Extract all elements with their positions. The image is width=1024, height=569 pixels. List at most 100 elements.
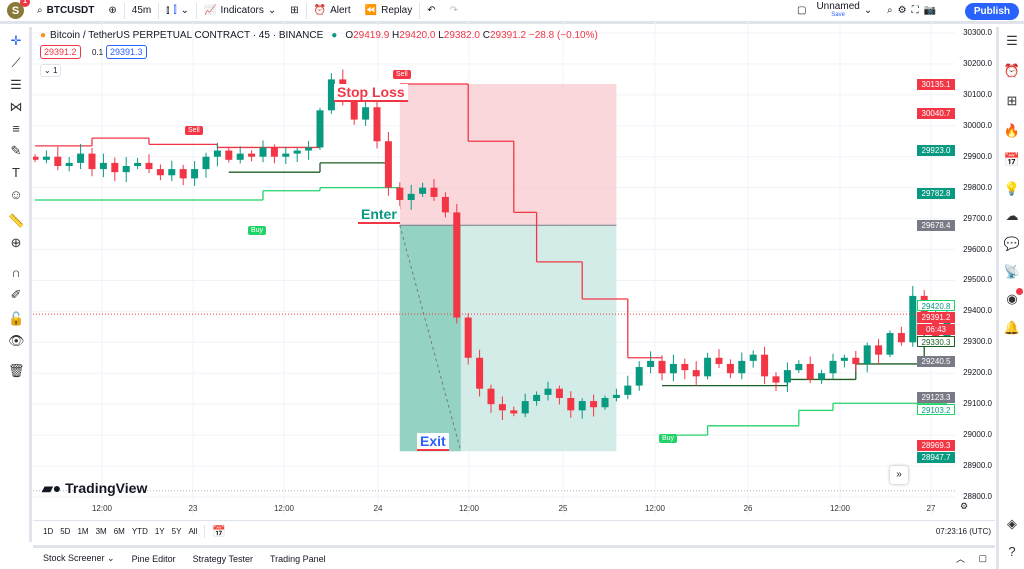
price-tag: 29240.5 <box>917 355 955 367</box>
candle-body <box>202 156 210 170</box>
date-range-bar: 1D 5D 1M 3M 6M YTD 1Y 5Y All 📅 07:23:16 … <box>33 520 995 542</box>
text-icon[interactable]: T <box>12 165 20 180</box>
time-axis[interactable]: 12:00 23 12:00 24 12:00 25 12:00 26 12:00 27 <box>33 498 955 516</box>
candle-body <box>453 212 461 318</box>
price-tick: 29500.0 <box>963 275 992 285</box>
fib-icon[interactable]: ≡ <box>12 121 20 136</box>
candle-body <box>259 147 267 157</box>
publish-button[interactable]: Publish <box>964 3 1019 20</box>
hotlist-fire-icon[interactable]: 🔥 <box>1003 123 1021 138</box>
buy-price-box[interactable]: 29391.3 <box>106 45 147 59</box>
lock-icon[interactable]: 🔓 <box>8 311 25 326</box>
range-5d[interactable]: 5D <box>60 527 71 536</box>
undo-button[interactable]: ↶ <box>420 0 442 23</box>
pattern-icon[interactable]: ⋈ <box>9 99 23 114</box>
templates-button[interactable]: ⊞ <box>283 0 305 23</box>
price-tag: 29923.0 <box>917 144 955 156</box>
candle-body <box>270 147 278 157</box>
calendar-icon[interactable]: 📅 <box>1003 152 1021 167</box>
collapse-panel-icon[interactable]: ︿ <box>955 554 965 564</box>
tab-pine-editor[interactable]: Pine Editor <box>131 553 176 564</box>
candle-body <box>327 79 335 111</box>
interval-button[interactable]: 45m <box>131 5 152 16</box>
redo-button[interactable]: ↷ <box>443 0 465 23</box>
emoji-icon[interactable]: ☺ <box>9 187 23 202</box>
scroll-to-realtime-button[interactable]: » <box>890 466 908 484</box>
indicators-button[interactable]: 📈 Indicators ⌄ <box>197 0 283 23</box>
trash-icon[interactable]: 🗑 <box>8 363 25 378</box>
bar-style-button[interactable]: ⫾ ⫿ ⌄ <box>159 0 196 23</box>
candle-body <box>852 357 860 364</box>
ruler-icon[interactable]: 📏 <box>8 213 25 228</box>
ideas-bulb-icon[interactable]: 💡 <box>1003 181 1021 196</box>
streams-icon[interactable]: 📡 <box>1003 264 1021 279</box>
layout-button[interactable]: ▢ Unnamed Save ⌄ <box>790 0 879 23</box>
replay-button[interactable]: ⏪ Replay <box>358 0 420 23</box>
range-ytd[interactable]: YTD <box>131 527 148 536</box>
maximize-panel-icon[interactable]: ▢ <box>978 553 987 563</box>
redo-icon: ↷ <box>449 5 459 16</box>
price-axis[interactable]: 30300.0 30200.0 30100.0 30000.0 29900.0 29800… <box>917 22 996 515</box>
candle-body <box>704 357 712 377</box>
compare-symbol-button[interactable]: ⊕ <box>101 0 123 23</box>
symbol-search[interactable]: ⌕ BTCUSDT <box>30 0 101 23</box>
go-to-date-icon[interactable]: 📅 <box>204 525 226 538</box>
candle-body <box>795 363 803 371</box>
candle-body <box>248 153 256 157</box>
alert-button[interactable]: ⏰ Alert <box>307 0 358 23</box>
time-tick: 25 <box>558 504 568 513</box>
price-tick: 30000.0 <box>963 120 992 130</box>
candle-body <box>840 357 848 361</box>
lock-drawing-icon[interactable]: ✐ <box>10 287 22 302</box>
tab-strategy-tester[interactable]: Strategy Tester <box>192 553 253 564</box>
help-icon[interactable]: ? <box>1008 544 1016 559</box>
candle-body <box>42 156 50 160</box>
range-1y[interactable]: 1Y <box>154 527 165 536</box>
watchlist-icon[interactable]: ☰ <box>1006 33 1018 48</box>
candle-body <box>897 333 905 343</box>
price-tick: 30200.0 <box>963 58 992 68</box>
candle-body <box>122 165 130 173</box>
settings-icon[interactable]: ⚙ <box>897 5 907 16</box>
chevron-down-icon: ⌄ <box>180 5 190 16</box>
fullscreen-icon[interactable]: ⛶ <box>911 5 919 16</box>
magnet-icon[interactable]: ∩ <box>11 265 21 280</box>
crosshair-icon[interactable]: ✛ <box>10 33 22 48</box>
bars-icon: ⫾ <box>166 5 170 16</box>
range-6m[interactable]: 6M <box>113 527 125 536</box>
buy-signal: Buy <box>248 226 267 235</box>
divider <box>419 2 421 19</box>
horizontal-lines-icon[interactable]: ☰ <box>10 77 22 92</box>
axis-settings-icon[interactable]: ⚙ <box>960 501 969 511</box>
layers-icon[interactable]: ◈ <box>1007 516 1017 531</box>
tab-stock-screener[interactable]: Stock Screener ⌄ <box>43 553 115 563</box>
collapse-legend-button[interactable]: ⌄ 1 <box>40 64 62 77</box>
candle-body <box>772 376 780 383</box>
add-list-icon[interactable]: ⊞ <box>1006 93 1018 108</box>
trend-line-icon[interactable]: ⟋ <box>11 55 21 70</box>
chat-icon[interactable]: 💬 <box>1003 236 1021 251</box>
range-5y[interactable]: 5Y <box>171 527 182 536</box>
range-3m[interactable]: 3M <box>95 527 107 536</box>
candle-body <box>236 153 244 160</box>
chat-cloud-icon[interactable]: ☁ <box>1005 208 1019 223</box>
quick-search-icon[interactable]: ⌕ <box>887 5 893 16</box>
broadcast-icon[interactable]: ◉ <box>1003 288 1023 308</box>
alarm-clock-icon[interactable]: ⏰ <box>1003 63 1021 78</box>
range-1d[interactable]: 1D <box>43 527 54 536</box>
grid-icon: ⊞ <box>290 5 299 16</box>
price-chart[interactable] <box>33 22 955 515</box>
zoom-in-icon[interactable]: ⊕ <box>10 235 22 250</box>
sell-price-box[interactable]: 29391.2 <box>40 45 81 59</box>
eye-icon[interactable]: 👁 <box>8 333 25 348</box>
brush-icon[interactable]: ✎ <box>10 143 22 158</box>
range-1m[interactable]: 1M <box>77 527 89 536</box>
clock-utc[interactable]: 07:23:16 (UTC) <box>935 527 991 536</box>
candle-body <box>316 110 324 148</box>
camera-icon[interactable]: 📷 <box>923 5 937 16</box>
notifications-bell-icon[interactable]: 🔔 <box>1003 320 1021 335</box>
notification-badge: 1 <box>20 0 30 7</box>
range-all[interactable]: All <box>188 527 198 536</box>
tab-trading-panel[interactable]: Trading Panel <box>269 553 326 564</box>
